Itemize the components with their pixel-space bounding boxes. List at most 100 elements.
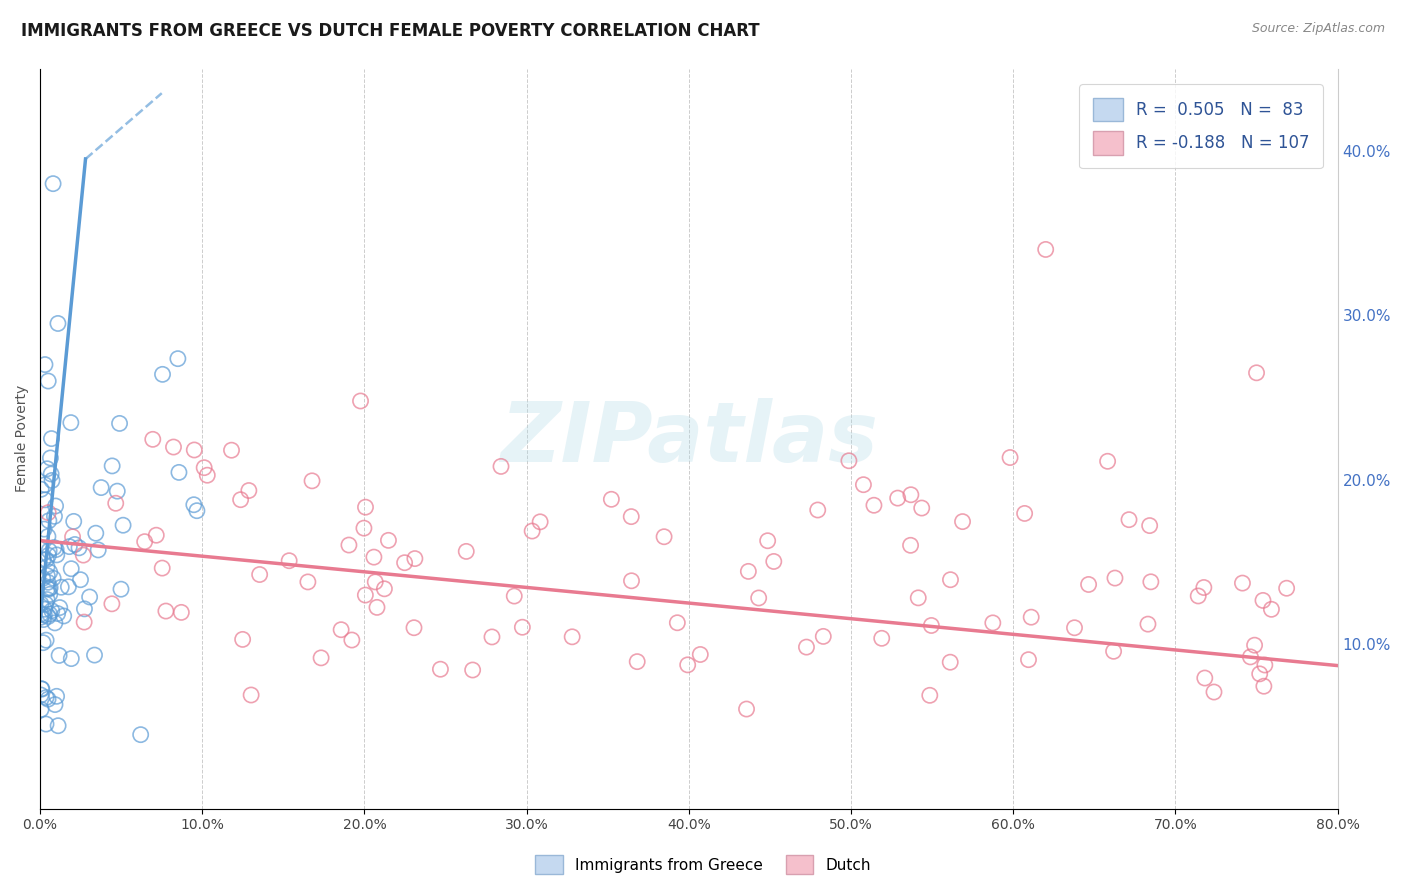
Point	[145, 528, 167, 542]
Point	[330, 623, 353, 637]
Point	[35, 552, 58, 566]
Point	[79, 590, 101, 604]
Point	[1104, 571, 1126, 585]
Point	[900, 488, 922, 502]
Point	[907, 591, 929, 605]
Point	[920, 618, 942, 632]
Point	[67, 541, 90, 555]
Point	[735, 702, 758, 716]
Point	[87, 543, 110, 558]
Point	[101, 597, 124, 611]
Point	[59, 416, 82, 430]
Point	[807, 503, 830, 517]
Point	[83, 648, 105, 662]
Point	[852, 477, 875, 491]
Point	[60, 562, 83, 576]
Point	[32, 635, 55, 649]
Point	[998, 450, 1021, 465]
Point	[689, 648, 711, 662]
Point	[918, 689, 941, 703]
Point	[1249, 666, 1271, 681]
Point	[38, 549, 60, 563]
Point	[221, 443, 243, 458]
Point	[30, 688, 52, 702]
Point	[38, 565, 60, 579]
Point	[183, 498, 205, 512]
Point	[666, 615, 689, 630]
Point	[1239, 649, 1261, 664]
Y-axis label: Female Poverty: Female Poverty	[15, 385, 30, 492]
Point	[44, 615, 66, 630]
Point	[1253, 679, 1275, 693]
Point	[394, 556, 416, 570]
Point	[232, 632, 254, 647]
Point	[402, 621, 425, 635]
Point	[1063, 621, 1085, 635]
Point	[90, 481, 112, 495]
Point	[41, 474, 63, 488]
Point	[762, 554, 785, 568]
Point	[108, 417, 131, 431]
Point	[1187, 589, 1209, 603]
Point	[366, 600, 388, 615]
Point	[1077, 577, 1099, 591]
Point	[35, 717, 58, 731]
Point	[35, 592, 58, 607]
Point	[170, 606, 193, 620]
Point	[561, 630, 583, 644]
Point	[110, 582, 132, 597]
Point	[737, 565, 759, 579]
Point	[512, 620, 534, 634]
Point	[363, 550, 385, 565]
Point	[58, 580, 80, 594]
Point	[1254, 658, 1277, 673]
Point	[1275, 581, 1298, 595]
Point	[756, 533, 779, 548]
Point	[1202, 685, 1225, 699]
Point	[31, 571, 53, 585]
Point	[39, 467, 62, 481]
Point	[309, 651, 332, 665]
Point	[240, 688, 263, 702]
Point	[900, 538, 922, 552]
Point	[529, 515, 551, 529]
Point	[229, 492, 252, 507]
Point	[162, 440, 184, 454]
Point	[38, 543, 60, 558]
Point	[46, 317, 69, 331]
Point	[952, 515, 974, 529]
Point	[37, 529, 59, 543]
Point	[870, 632, 893, 646]
Point	[1097, 454, 1119, 468]
Point	[354, 500, 377, 515]
Point	[1140, 574, 1163, 589]
Point	[297, 574, 319, 589]
Point	[129, 728, 152, 742]
Point	[38, 582, 60, 596]
Point	[886, 491, 908, 505]
Point	[481, 630, 503, 644]
Point	[30, 597, 52, 611]
Text: ZIPatlas: ZIPatlas	[501, 398, 877, 479]
Point	[1014, 507, 1036, 521]
Point	[62, 530, 84, 544]
Point	[981, 615, 1004, 630]
Point	[939, 655, 962, 669]
Point	[72, 548, 94, 562]
Point	[37, 575, 59, 590]
Point	[45, 690, 67, 704]
Point	[167, 466, 190, 480]
Point	[37, 609, 59, 624]
Point	[84, 526, 107, 541]
Point	[46, 607, 69, 621]
Point	[48, 600, 70, 615]
Point	[838, 454, 860, 468]
Point	[32, 613, 55, 627]
Point	[1251, 593, 1274, 607]
Point	[30, 702, 52, 716]
Point	[105, 484, 128, 499]
Point	[37, 462, 59, 476]
Point	[134, 534, 156, 549]
Point	[38, 607, 60, 622]
Point	[353, 521, 375, 535]
